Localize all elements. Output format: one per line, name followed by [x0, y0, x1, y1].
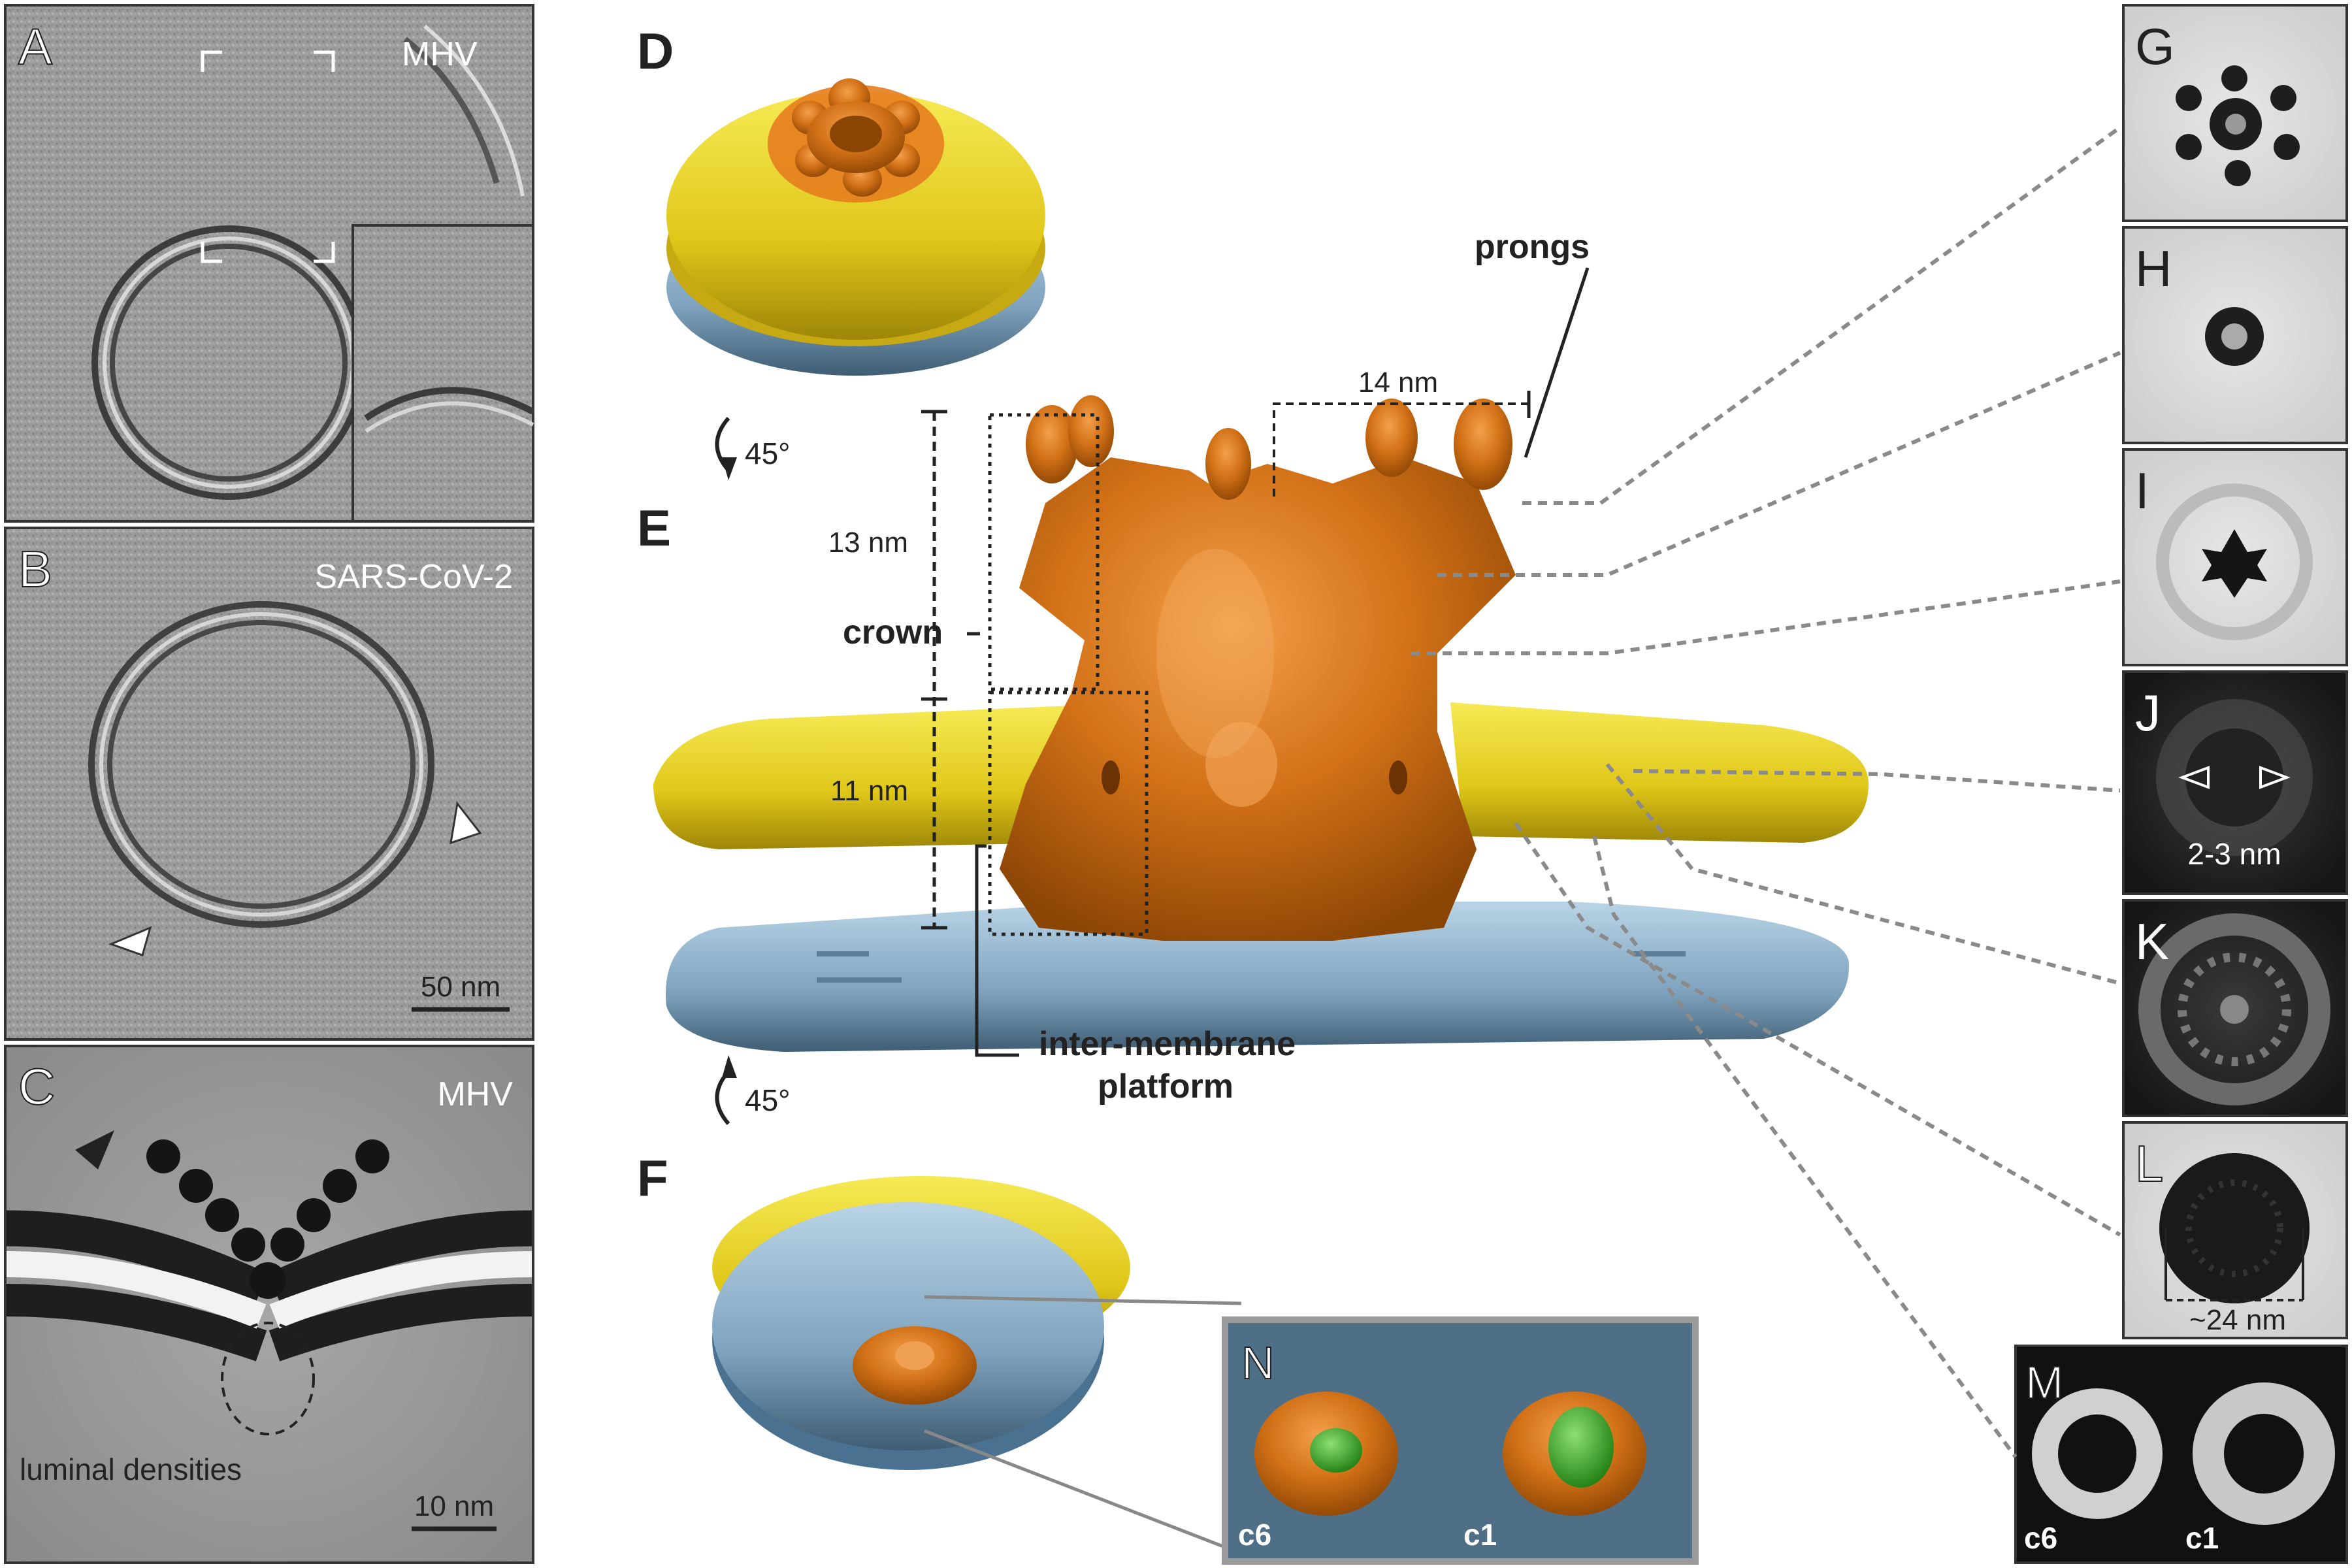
panel-i: I — [2122, 448, 2348, 666]
panel-m-image — [2014, 1345, 2348, 1564]
i-star-density — [2202, 529, 2267, 598]
outer-membrane-section — [666, 902, 1850, 1052]
panel-d: D — [637, 22, 1045, 376]
c1-density — [1548, 1407, 1614, 1488]
arrowhead-left — [108, 926, 152, 956]
panel-g-letter: G — [2135, 18, 2175, 75]
panel-j-letter: J — [2135, 684, 2161, 742]
panel-k: K — [2122, 899, 2348, 1117]
panel-n-c1: c1 — [1463, 1518, 1497, 1552]
panel-n-letter: N — [1241, 1337, 1275, 1388]
panel-j-gap-label: 2-3 nm — [2187, 837, 2281, 871]
rotation-label-top: 45° — [745, 436, 791, 470]
l-disc — [2159, 1153, 2310, 1303]
section-connectors — [1411, 125, 2121, 1458]
panel-m-c1: c1 — [2185, 1521, 2219, 1555]
c6-density — [1310, 1428, 1362, 1473]
m-c1-ring — [2193, 1382, 2335, 1525]
panel-d-letter: D — [637, 22, 674, 80]
panel-f-letter: F — [637, 1149, 668, 1207]
panel-b: B SARS-CoV-2 50 nm — [4, 527, 534, 1041]
panel-c: C MHV luminal densities 10 nm — [4, 1045, 534, 1564]
prong-tips — [1026, 395, 1512, 500]
crown-height-label: 13 nm — [828, 527, 908, 559]
outer-membrane-disc-f — [712, 1202, 1104, 1450]
panel-h: H — [2122, 226, 2348, 444]
panel-c-letter: C — [18, 1058, 55, 1115]
panel-n: N c6 c1 — [1222, 1316, 1699, 1565]
width-label: 14 nm — [1358, 367, 1438, 399]
panel-j: J 2-3 nm — [2122, 670, 2348, 895]
arrowhead-black — [75, 1130, 114, 1169]
panel-l-diameter-label: ~24 nm — [2189, 1304, 2286, 1336]
panel-m: M c6 c1 — [2014, 1345, 2348, 1564]
panel-b-label: SARS-CoV-2 — [315, 558, 513, 596]
platform-box — [988, 691, 1149, 936]
panel-c-label: MHV — [437, 1075, 513, 1113]
width-dimension — [1273, 402, 1529, 497]
virion-membrane — [88, 601, 434, 928]
panel-f: F 45° — [637, 1055, 1242, 1550]
panel-m-letter: M — [2025, 1357, 2063, 1408]
platform-height-label: 11 nm — [830, 775, 908, 807]
panel-k-letter: K — [2135, 913, 2169, 970]
platform-label-1: inter-membrane — [1039, 1025, 1296, 1063]
g-prong-density — [2176, 65, 2300, 186]
crop-brackets — [201, 50, 335, 263]
crown-top-view — [792, 78, 920, 197]
k-center — [2220, 995, 2249, 1024]
panel-m-c6: c6 — [2024, 1521, 2057, 1555]
luminal-density-outline — [221, 1322, 315, 1435]
panel-a-inset — [351, 224, 534, 523]
inner-membrane-disc — [666, 91, 1045, 340]
crown-density — [146, 1139, 389, 1299]
panel-l-letter: L — [2135, 1135, 2163, 1192]
rotation-label-f: 45° — [745, 1083, 791, 1117]
panel-h-letter: H — [2135, 240, 2172, 297]
m-c6-ring — [2032, 1388, 2163, 1519]
panel-i-letter: I — [2135, 462, 2149, 519]
panel-e-letter: E — [637, 499, 671, 557]
panel-c-scale-label: 10 nm — [414, 1490, 494, 1522]
j-arrow-left — [2178, 766, 2210, 789]
panel-b-scale-label: 50 nm — [421, 971, 500, 1003]
platform-label-2: platform — [1098, 1068, 1233, 1105]
prongs-label: prongs — [1475, 228, 1590, 266]
panel-a-letter: A — [18, 18, 52, 75]
rotation-arrow-f — [715, 1070, 730, 1125]
inner-membrane-left — [653, 706, 1071, 849]
prongs-leader — [1524, 267, 1590, 458]
panel-n-c6: c6 — [1238, 1518, 1271, 1552]
panel-a-label: MHV — [402, 35, 478, 73]
panel-b-letter: B — [18, 540, 52, 598]
crown-label: crown — [843, 613, 943, 651]
inner-membrane-right — [1450, 702, 1869, 843]
arrowhead-right — [449, 801, 482, 845]
platform-leader — [975, 844, 1019, 1057]
h-ring-lumen — [2221, 323, 2247, 350]
pore-complex — [1000, 457, 1516, 941]
panel-c-annotation: luminal densities — [20, 1452, 242, 1486]
j-arrow-right — [2259, 766, 2291, 789]
panel-e: E 45° 13 nm 11 nm crown — [637, 228, 1869, 1105]
panel-l: L ~24 nm — [2122, 1121, 2348, 1339]
panel-g: G — [2122, 4, 2348, 222]
panel-a: A MHV — [4, 4, 535, 523]
